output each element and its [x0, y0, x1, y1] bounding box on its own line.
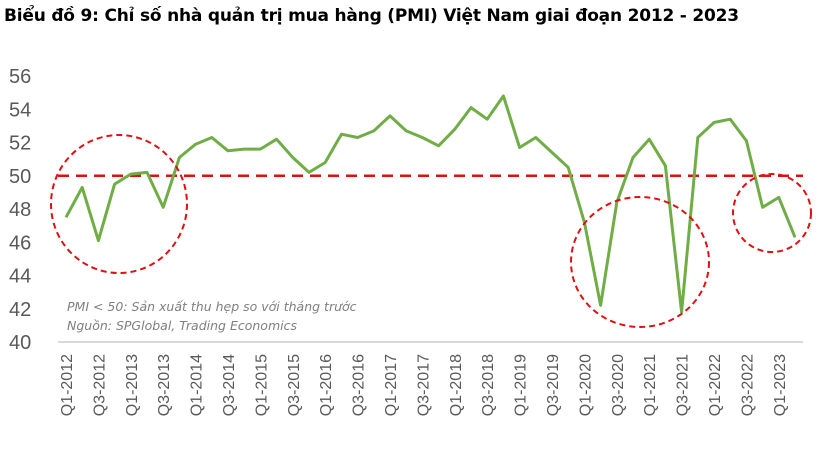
highlight-circle-2020-2021 — [570, 196, 710, 328]
y-tick-label: 42 — [9, 299, 31, 321]
y-tick-label: 54 — [9, 99, 31, 121]
y-tick-label: 46 — [9, 232, 31, 254]
y-tick-label: 40 — [9, 332, 31, 354]
x-tick-label: Q3-2018 — [480, 354, 497, 416]
highlight-circle-2022-2023 — [732, 173, 812, 253]
pmi-series-line — [64, 94, 797, 314]
x-tick-label: Q3-2019 — [545, 354, 562, 416]
x-tick-label: Q1-2014 — [189, 354, 206, 416]
x-tick-label: Q1-2015 — [253, 354, 270, 416]
x-tick-label: Q1-2021 — [642, 354, 659, 416]
x-tick-label: Q3-2016 — [351, 354, 368, 416]
chart-title: Biểu đồ 9: Chỉ số nhà quản trị mua hàng … — [4, 6, 739, 26]
x-tick-label: Q3-2015 — [286, 354, 303, 416]
x-tick-label: Q1-2013 — [124, 354, 141, 416]
x-tick-label: Q1-2022 — [707, 354, 724, 416]
x-tick-label: Q1-2019 — [513, 354, 530, 416]
x-tick-label: Q1-2023 — [772, 354, 789, 416]
highlight-circle-2012-2013 — [50, 134, 188, 274]
x-tick-label: Q1-2012 — [59, 354, 76, 416]
x-tick-label: Q3-2012 — [91, 354, 108, 416]
x-tick-label: Q3-2013 — [156, 354, 173, 416]
x-tick-label: Q1-2020 — [577, 354, 594, 416]
x-tick-label: Q3-2014 — [221, 354, 238, 416]
y-tick-label: 52 — [9, 133, 31, 155]
x-tick-label: Q1-2016 — [318, 354, 335, 416]
x-axis: Q1-2012 Q3-2012 Q1-2013 Q3-2013 Q1-2014 Q3-20… — [59, 354, 789, 416]
x-tick-label: Q3-2022 — [739, 354, 756, 416]
y-tick-label: 48 — [9, 199, 31, 221]
note-line-1: PMI < 50: Sản xuất thu hẹp so với tháng … — [67, 299, 357, 314]
x-tick-label: Q3-2020 — [610, 354, 627, 416]
y-tick-label: 56 — [9, 66, 31, 88]
note-source: Nguồn: SPGlobal, Trading Economics — [67, 318, 297, 333]
y-axis: 40 42 44 46 48 50 52 54 56 — [9, 66, 31, 354]
x-tick-label: Q1-2018 — [448, 354, 465, 416]
y-tick-label: 50 — [9, 166, 31, 188]
x-tick-label: Q3-2017 — [415, 354, 432, 416]
x-tick-label: Q3-2021 — [675, 354, 692, 416]
y-tick-label: 44 — [9, 266, 31, 288]
x-tick-label: Q1-2017 — [383, 354, 400, 416]
